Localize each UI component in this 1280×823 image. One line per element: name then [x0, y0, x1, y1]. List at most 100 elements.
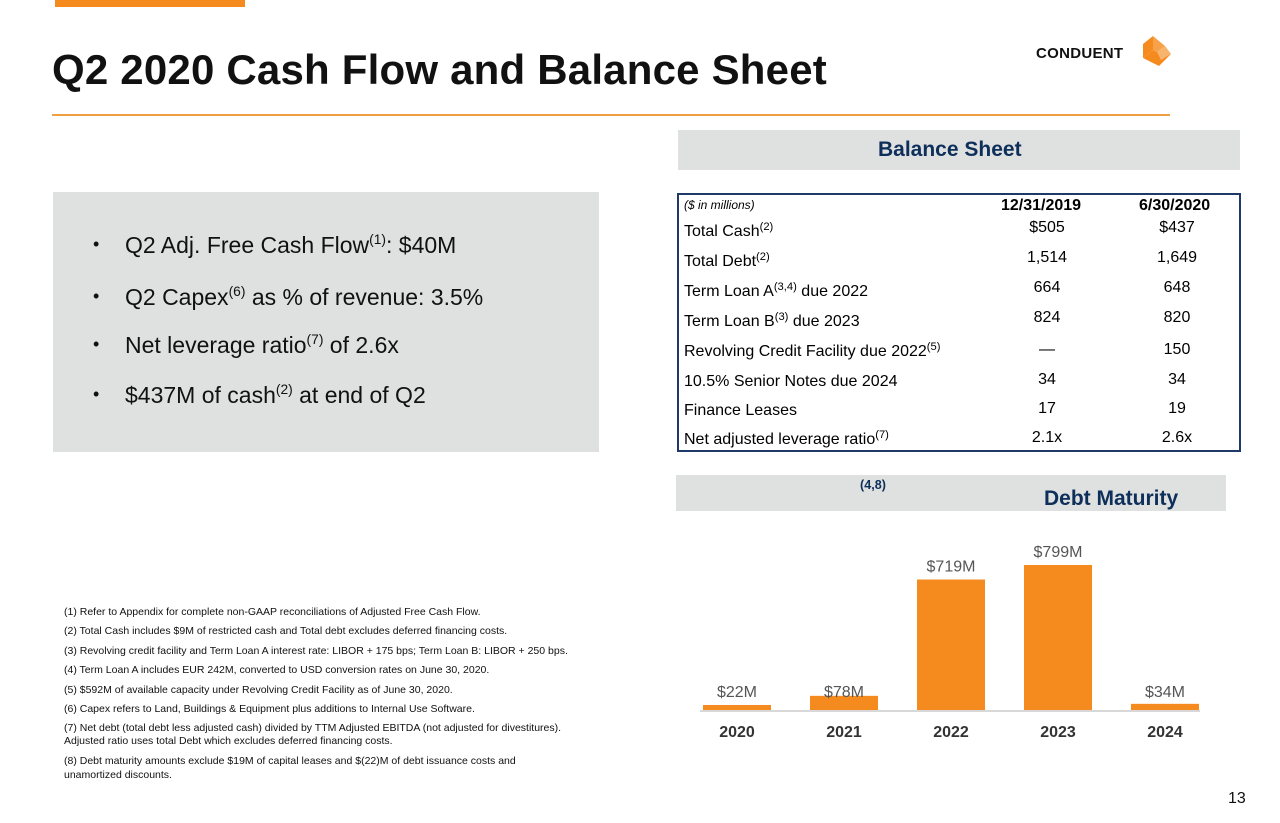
data-label: $719M	[927, 559, 976, 576]
debt-maturity-title: Debt Maturity (4,8)	[860, 478, 1178, 510]
footnote-ref: (4,8)	[860, 478, 886, 492]
row-label-suffix: due 2022	[796, 283, 869, 300]
cell-2019: 2.1x	[1031, 429, 1063, 446]
footnote-line: unamortized discounts.	[64, 769, 172, 781]
bullet-dot: •	[93, 286, 100, 306]
balance-row-label: 10.5% Senior Notes due 2024	[684, 373, 897, 391]
row-label-suffix: due 2023	[788, 313, 860, 330]
footnote-line: (3) Revolving credit facility and Term L…	[64, 645, 568, 657]
logo-text: CONDUENT	[1036, 45, 1124, 62]
row-label-text: 10.5% Senior Notes due 2024	[684, 373, 898, 390]
bullet-text: Q2 Capex	[125, 284, 229, 310]
cell-2019: —	[1039, 341, 1055, 358]
footnote-line: (8) Debt maturity amounts exclude $19M o…	[64, 755, 516, 767]
bullet-text: Q2 Adj. Free Cash Flow	[125, 232, 370, 258]
page-number: 13	[1228, 790, 1246, 807]
bar-2024	[1131, 703, 1199, 710]
footnote-ref: (3)	[774, 311, 789, 323]
bar-2021	[810, 695, 878, 710]
x-tick-label: 2024	[1147, 724, 1183, 741]
row-label-text: Net adjusted leverage ratio	[684, 431, 876, 448]
column-header-2020: 6/30/2020	[1139, 197, 1211, 214]
footnote-ref: (2)	[759, 221, 774, 233]
cell-2020: 820	[1163, 309, 1191, 326]
footnote-ref: (6)	[228, 284, 246, 299]
footnote-ref: (2)	[275, 382, 293, 397]
debt-maturity-header: Debt Maturity (4,8)	[676, 475, 1226, 511]
row-label-text: Term Loan B	[684, 313, 775, 330]
column-header-2019: 12/31/2019	[1001, 197, 1082, 214]
cell-2020: 34	[1168, 371, 1186, 388]
footnote-line: (7) Net debt (total debt less adjusted c…	[64, 722, 562, 734]
cell-2019: $505	[1029, 219, 1065, 236]
cell-2020: 2.6x	[1161, 429, 1193, 446]
top-accent-bar	[55, 0, 245, 7]
balance-sheet-title: Balance Sheet	[878, 138, 1022, 161]
x-tick-label: 2020	[719, 724, 755, 741]
footnote-ref: (7)	[875, 429, 889, 441]
page-title: Q2 2020 Cash Flow and Balance Sheet	[52, 46, 827, 93]
footnote-ref: (5)	[926, 341, 941, 353]
cell-2020: 19	[1168, 400, 1186, 417]
cell-2020: 150	[1163, 341, 1191, 358]
footnote-line: (4) Term Loan A includes EUR 242M, conve…	[64, 664, 490, 676]
cell-2020: 648	[1163, 279, 1191, 296]
data-label: $22M	[717, 684, 757, 701]
bullet-text: Net leverage ratio	[125, 332, 307, 358]
units-label: ($ in millions)	[684, 198, 755, 212]
bullet-text: $437M of cash	[125, 382, 276, 408]
bullet-leverage: • Net leverage ratio(7) of 2.6x	[93, 332, 399, 359]
x-tick-label: 2022	[933, 724, 969, 741]
bullet-dot: •	[93, 234, 100, 254]
cell-2019: 1,514	[1026, 249, 1068, 266]
balance-row-label: Total Cash(2)	[684, 221, 774, 241]
bullet-text: as % of revenue: 3.5%	[245, 284, 484, 310]
bar-2023	[1024, 565, 1092, 710]
cell-2019: 17	[1038, 400, 1056, 417]
row-label-text: Finance Leases	[684, 402, 797, 419]
cell-2019: 824	[1033, 309, 1061, 326]
footnote-ref: (3,4)	[773, 281, 797, 293]
bullet-cash: • $437M of cash(2) at end of Q2	[93, 382, 426, 409]
data-label: $78M	[824, 684, 864, 701]
key-metrics-panel: • Q2 Adj. Free Cash Flow(1): $40M • Q2 Cap…	[53, 192, 599, 452]
data-label: $799M	[1034, 544, 1083, 561]
balance-sheet-table: ($ in millions) 12/31/2019 6/30/2020 Tot…	[677, 193, 1241, 452]
bullet-text: of 2.6x	[323, 332, 399, 358]
row-label-text: Revolving Credit Facility due 2022	[684, 343, 927, 360]
balance-row-label: Term Loan A(3,4) due 2022	[684, 281, 869, 301]
footnote-ref: (1)	[369, 232, 387, 247]
footnote-line: (1) Refer to Appendix for complete non-G…	[64, 606, 481, 618]
balance-row-label: Finance Leases	[684, 402, 797, 420]
cell-2019: 664	[1033, 279, 1061, 296]
footnote-line: (5) $592M of available capacity under Re…	[64, 684, 453, 696]
bullet-capex: • Q2 Capex(6) as % of revenue: 3.5%	[93, 284, 483, 311]
footnote-line: (6) Capex refers to Land, Buildings & Eq…	[64, 703, 475, 715]
row-label-text: Total Cash	[684, 223, 760, 240]
footnote-line: Adjusted ratio uses total Debt which exc…	[64, 735, 393, 747]
balance-row-label: Term Loan B(3) due 2023	[684, 311, 860, 331]
title-divider	[52, 114, 1170, 116]
bar-2020	[703, 705, 771, 710]
footnote-ref: (2)	[756, 251, 770, 263]
row-label-text: Total Debt	[684, 253, 757, 270]
balance-row-label: Net adjusted leverage ratio(7)	[684, 429, 889, 449]
x-tick-label: 2021	[826, 724, 862, 741]
bullet-text: : $40M	[386, 232, 457, 258]
bar-2022	[917, 579, 985, 710]
balance-row-label: Total Debt(2)	[684, 251, 770, 271]
bullet-dot: •	[93, 384, 100, 404]
footnote-ref: (7)	[306, 332, 324, 347]
cell-2019: 34	[1038, 371, 1056, 388]
debt-maturity-chart-svg: $22M 2020 $78M 2021 $719M 2022 $799M 2023 $34M 20…	[700, 544, 1200, 741]
row-label-text: Term Loan A	[684, 283, 774, 300]
debt-maturity-title-text: Debt Maturity	[1044, 487, 1179, 510]
x-tick-label: 2023	[1040, 724, 1076, 741]
cell-2020: 1,649	[1156, 249, 1198, 266]
balance-row-label: Revolving Credit Facility due 2022(5)	[684, 341, 941, 361]
debt-maturity-chart: $22M 2020 $78M 2021 $719M 2022 $799M 2023 $34M 20…	[678, 520, 1230, 750]
bullet-dot: •	[93, 334, 100, 354]
bullet-text: at end of Q2	[292, 382, 426, 408]
footnote-line: (2) Total Cash includes $9M of restricte…	[64, 625, 508, 637]
conduent-logo-icon	[1143, 36, 1171, 66]
